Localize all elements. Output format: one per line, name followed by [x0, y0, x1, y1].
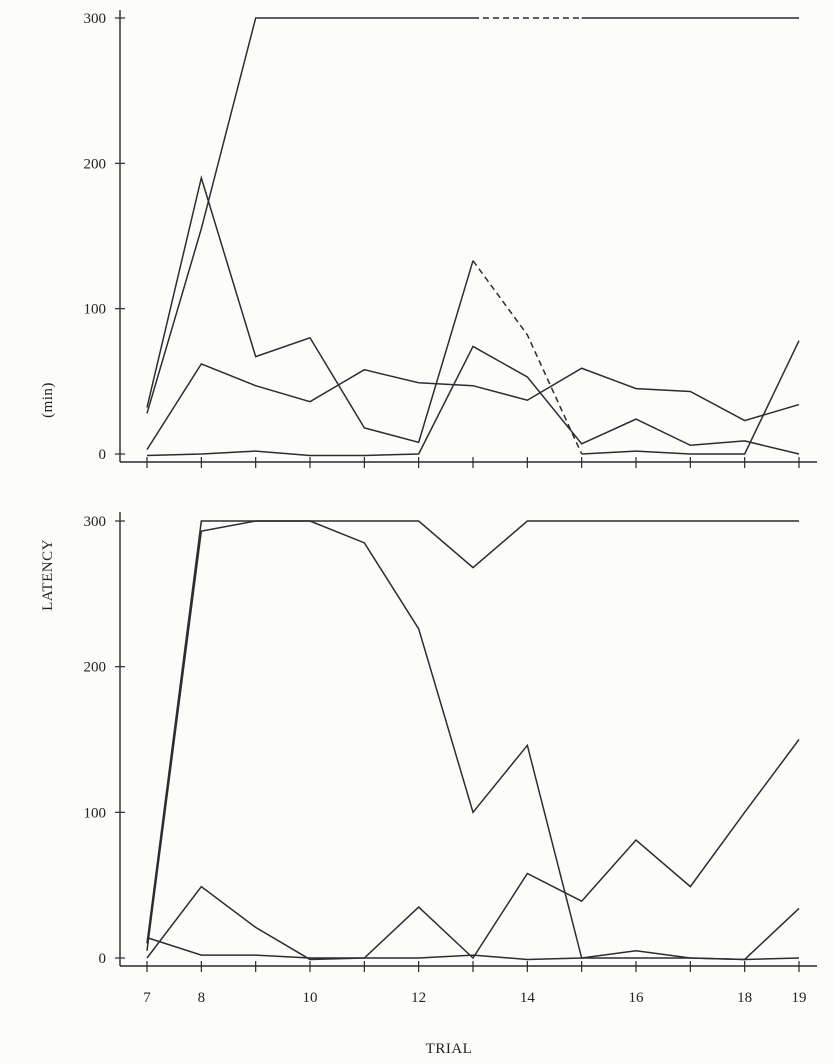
x-tick-label: 10	[303, 990, 318, 1006]
y-axis-label: LATENCY	[40, 539, 56, 611]
series-line-2-segment	[581, 340, 800, 455]
y-tick-label: 300	[84, 11, 107, 27]
x-tick-label: 19	[792, 990, 807, 1006]
x-tick-label: 8	[198, 990, 206, 1006]
x-tick-label: 7	[143, 990, 151, 1006]
top-panel: 0 100 200 300	[84, 10, 817, 468]
series-line-3	[146, 362, 800, 451]
y-tick-label: 200	[84, 156, 107, 172]
x-axis-label: TRIAL	[426, 1041, 473, 1057]
series-line-3	[146, 739, 800, 961]
series-line-2	[146, 520, 800, 961]
y-tick-label: 300	[84, 514, 107, 530]
x-tick-label: 14	[520, 990, 536, 1006]
x-tick-label: 16	[629, 990, 645, 1006]
bottom-panel: 0 100 200 300 7 8 10 12 14 16 18 19	[84, 512, 817, 1006]
x-tick-label: 12	[411, 990, 426, 1006]
series-line-2-dashed	[472, 260, 583, 455]
series-line-2-segment	[146, 174, 474, 444]
x-tick-label: 18	[737, 990, 752, 1006]
y-tick-label: 0	[99, 447, 107, 463]
series-line-1-segment	[146, 17, 473, 414]
series-line-4	[146, 345, 800, 457]
y-tick-label: 100	[84, 302, 107, 318]
series-line-1	[146, 520, 799, 944]
y-axis-unit: (min)	[40, 382, 56, 418]
y-tick-label: 100	[84, 805, 107, 821]
y-tick-label: 0	[99, 951, 107, 967]
y-tick-label: 200	[84, 660, 107, 676]
series-line-4	[146, 907, 800, 961]
